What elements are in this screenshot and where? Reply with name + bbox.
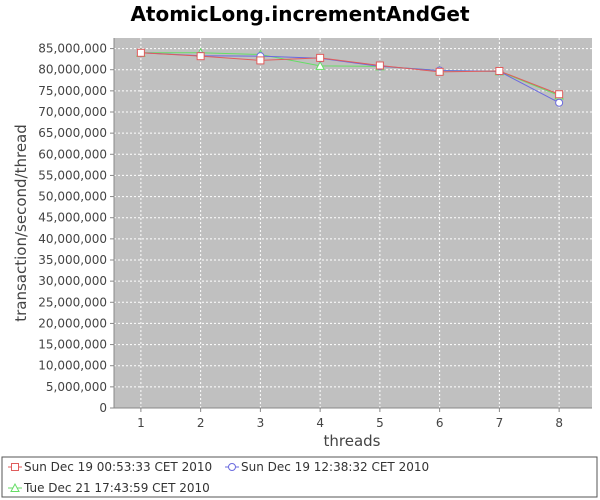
legend-entry: Tue Dec 21 17:43:59 CET 2010 xyxy=(8,481,210,495)
axes xyxy=(113,38,592,409)
legend xyxy=(1,456,598,498)
y-tick-label: 85,000,000 xyxy=(38,42,107,56)
y-axis-ticks: 0 5,000,000 10,000,000 15,000,000 20,000,000… xyxy=(38,42,114,415)
data-point xyxy=(316,53,325,62)
y-tick-label: 65,000,000 xyxy=(38,126,107,140)
data-point xyxy=(435,67,444,76)
legend-entry: Sun Dec 19 00:53:33 CET 2010 xyxy=(8,460,212,474)
data-point xyxy=(555,98,564,107)
y-tick-label: 30,000,000 xyxy=(38,274,107,288)
data-point xyxy=(136,48,145,57)
y-tick-label: 10,000,000 xyxy=(38,359,107,373)
y-tick-label: 25,000,000 xyxy=(38,295,107,309)
y-tick-label: 70,000,000 xyxy=(38,105,107,119)
x-axis-label: threads xyxy=(324,432,381,450)
legend-entry: Sun Dec 19 12:38:32 CET 2010 xyxy=(225,460,429,474)
y-tick-label: 60,000,000 xyxy=(38,147,107,161)
series xyxy=(136,47,564,107)
data-point xyxy=(196,52,205,61)
x-tick-label: 5 xyxy=(376,416,384,430)
grid xyxy=(114,38,592,408)
x-axis-ticks: 1 2 3 4 5 6 7 8 xyxy=(137,408,563,430)
y-tick-label: 45,000,000 xyxy=(38,211,107,225)
x-tick-label: 2 xyxy=(197,416,205,430)
series-line xyxy=(140,52,560,95)
data-point xyxy=(375,61,384,70)
legend-label: Sun Dec 19 12:38:32 CET 2010 xyxy=(241,460,429,474)
data-point xyxy=(256,56,265,65)
y-tick-label: 40,000,000 xyxy=(38,232,107,246)
y-tick-label: 5,000,000 xyxy=(46,380,107,394)
legend-entries: Sun Dec 19 00:53:33 CET 2010 Sun Dec 19 1… xyxy=(8,460,429,495)
legend-marker xyxy=(228,463,236,471)
x-tick-label: 3 xyxy=(257,416,265,430)
y-tick-label: 0 xyxy=(99,401,107,415)
x-tick-label: 4 xyxy=(316,416,324,430)
data-point xyxy=(495,66,504,75)
x-tick-label: 7 xyxy=(496,416,504,430)
legend-marker xyxy=(11,463,19,471)
y-tick-label: 80,000,000 xyxy=(38,63,107,77)
plot-area xyxy=(114,38,592,408)
chart-title: AtomicLong.incrementAndGet xyxy=(130,2,470,26)
y-tick-label: 15,000,000 xyxy=(38,338,107,352)
x-tick-label: 8 xyxy=(555,416,563,430)
y-axis-label: transaction/second/thread xyxy=(12,124,30,322)
y-tick-label: 50,000,000 xyxy=(38,190,107,204)
x-tick-label: 6 xyxy=(436,416,444,430)
data-point xyxy=(555,90,564,99)
legend-marker xyxy=(10,482,20,492)
x-tick-label: 1 xyxy=(137,416,145,430)
y-tick-label: 20,000,000 xyxy=(38,316,107,330)
y-tick-label: 35,000,000 xyxy=(38,253,107,267)
y-tick-label: 75,000,000 xyxy=(38,84,107,98)
legend-label: Sun Dec 19 00:53:33 CET 2010 xyxy=(24,460,212,474)
data-point xyxy=(315,60,325,70)
legend-label: Tue Dec 21 17:43:59 CET 2010 xyxy=(23,481,210,495)
series-1 xyxy=(136,48,564,99)
y-tick-label: 55,000,000 xyxy=(38,168,107,182)
